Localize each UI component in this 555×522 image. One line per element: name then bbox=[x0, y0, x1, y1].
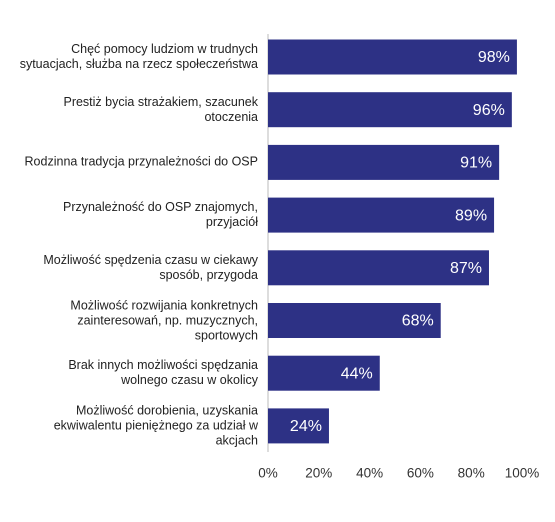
bar bbox=[268, 250, 489, 286]
value-label: 87% bbox=[450, 260, 482, 277]
value-label: 89% bbox=[455, 207, 487, 224]
category-label: Prestiż bycia strażakiem, szacunek otocz… bbox=[63, 94, 258, 124]
category-label: Rodzinna tradycja przynależności do OSP bbox=[24, 154, 258, 169]
bar bbox=[268, 92, 512, 128]
category-label: Możliwość dorobienia, uzyskania ekwiwale… bbox=[53, 403, 258, 448]
x-tick-label: 40% bbox=[356, 466, 383, 481]
x-tick-label: 60% bbox=[407, 466, 434, 481]
category-label: Chęć pomocy ludziom w trudnych sytuacjac… bbox=[19, 42, 258, 71]
x-tick-label: 100% bbox=[505, 466, 540, 481]
bar bbox=[268, 144, 500, 180]
value-label: 24% bbox=[290, 418, 322, 435]
category-label: Możliwość rozwijania konkretnych zainter… bbox=[70, 298, 258, 342]
bar bbox=[268, 408, 329, 444]
category-label: Przynależność do OSP znajomych, przyjaci… bbox=[62, 200, 258, 230]
value-label: 98% bbox=[478, 49, 510, 66]
category-label: Możliwość spędzenia czasu w ciekawy spos… bbox=[43, 252, 258, 282]
bar bbox=[268, 303, 441, 338]
x-tick-label: 80% bbox=[458, 466, 485, 481]
value-label: 44% bbox=[341, 365, 373, 382]
x-tick-label: 20% bbox=[305, 466, 332, 481]
value-label: 91% bbox=[460, 155, 492, 172]
category-label: Brak innych możliwości spędzania wolnego… bbox=[68, 358, 258, 388]
bar bbox=[268, 39, 517, 75]
x-tick-label: 0% bbox=[258, 466, 278, 481]
value-label: 68% bbox=[402, 313, 434, 330]
value-label: 96% bbox=[473, 102, 505, 119]
bar bbox=[268, 197, 495, 233]
bar bbox=[268, 355, 380, 391]
